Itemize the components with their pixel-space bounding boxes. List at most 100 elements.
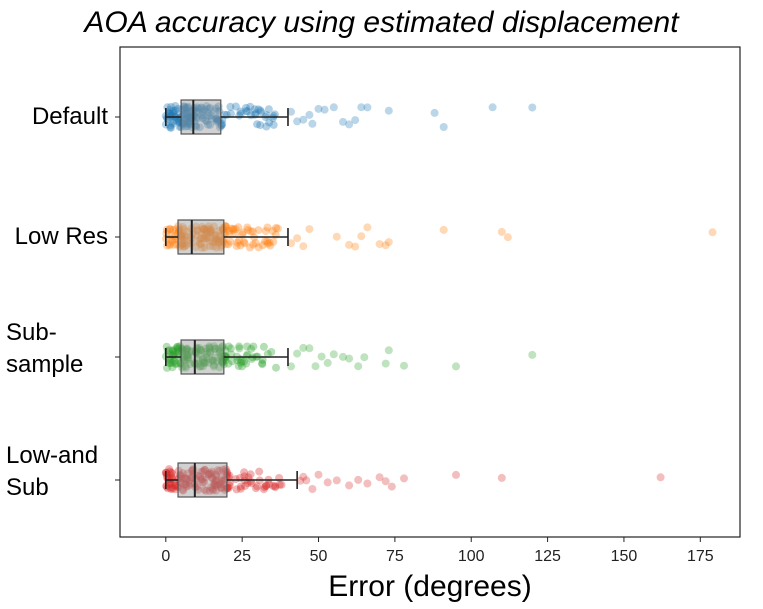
- data-point: [166, 479, 175, 488]
- data-point: [218, 465, 227, 474]
- category-label-low-and-sub: Low-and Sub: [6, 440, 98, 504]
- data-point: [248, 227, 257, 236]
- data-point: [175, 342, 184, 351]
- outlier-point: [488, 103, 497, 112]
- data-point: [199, 467, 208, 476]
- data-point: [174, 466, 183, 475]
- data-point: [231, 102, 240, 111]
- data-point: [219, 224, 227, 232]
- data-point: [193, 103, 201, 112]
- data-point: [200, 485, 209, 494]
- data-point: [202, 486, 210, 495]
- outlier-point: [503, 233, 512, 242]
- data-point: [183, 351, 192, 360]
- data-point: [217, 483, 226, 492]
- outlier-point: [332, 476, 341, 485]
- data-point: [212, 470, 220, 479]
- outlier-point: [497, 473, 506, 482]
- data-point: [196, 346, 205, 355]
- data-point: [162, 471, 171, 480]
- data-point: [207, 229, 216, 238]
- data-point: [194, 471, 203, 480]
- data-point: [182, 241, 191, 249]
- data-point: [269, 114, 277, 122]
- data-point: [181, 347, 190, 355]
- data-point: [243, 223, 252, 232]
- data-point: [269, 237, 278, 246]
- data-point: [225, 229, 234, 237]
- outlier-point: [293, 349, 302, 358]
- data-point: [214, 116, 223, 125]
- category-label-low-res: Low Res: [15, 221, 108, 253]
- data-point: [212, 107, 220, 116]
- data-point: [201, 234, 210, 243]
- outlier-point: [305, 225, 314, 234]
- data-point: [184, 481, 193, 490]
- data-point: [167, 471, 176, 480]
- data-point: [262, 122, 271, 131]
- data-point: [211, 476, 220, 485]
- data-point: [178, 239, 187, 248]
- data-point: [212, 482, 221, 491]
- data-point: [242, 351, 251, 360]
- data-point: [164, 108, 173, 117]
- outlier-point: [302, 476, 311, 485]
- outlier-point: [360, 353, 369, 362]
- data-point: [206, 348, 215, 357]
- data-point: [215, 347, 224, 356]
- data-point: [184, 102, 193, 111]
- data-point: [177, 474, 186, 483]
- outlier-point: [439, 123, 448, 131]
- data-point: [243, 479, 252, 488]
- data-point: [174, 104, 182, 113]
- data-point: [257, 108, 266, 117]
- data-point: [205, 342, 214, 351]
- data-point: [198, 222, 207, 231]
- data-point: [221, 465, 230, 473]
- outlier-point: [314, 470, 323, 479]
- outlier-point: [452, 470, 460, 479]
- data-point: [272, 224, 280, 232]
- data-point: [258, 241, 267, 250]
- data-point: [263, 223, 272, 232]
- data-point: [216, 123, 224, 132]
- data-point: [167, 103, 175, 111]
- data-point: [269, 111, 278, 120]
- data-point: [194, 104, 203, 113]
- data-point: [196, 475, 205, 484]
- data-point: [166, 225, 175, 234]
- data-point: [239, 237, 248, 246]
- data-point: [167, 475, 176, 484]
- data-point: [183, 227, 192, 236]
- data-point: [198, 356, 207, 365]
- outlier-point: [320, 105, 329, 114]
- x-tick-label: 50: [310, 548, 328, 565]
- plot-frame: [119, 46, 741, 538]
- data-point: [265, 118, 274, 127]
- data-point: [201, 116, 210, 125]
- data-point: [215, 226, 224, 235]
- data-point: [182, 363, 190, 372]
- data-point: [241, 481, 250, 490]
- data-point: [265, 238, 274, 247]
- data-point: [180, 352, 189, 361]
- outlier-point: [314, 104, 323, 113]
- data-point: [245, 243, 254, 252]
- data-point: [169, 346, 177, 355]
- data-point: [261, 227, 270, 236]
- data-point: [165, 465, 174, 474]
- data-point: [184, 353, 193, 362]
- data-point: [217, 473, 226, 482]
- data-point: [204, 237, 213, 246]
- data-point: [226, 344, 235, 353]
- data-point: [182, 482, 191, 491]
- data-point: [256, 121, 265, 130]
- data-point: [244, 225, 252, 234]
- data-point: [217, 121, 226, 130]
- data-point: [201, 226, 210, 235]
- data-point: [258, 360, 267, 369]
- data-point: [202, 102, 211, 111]
- data-point: [206, 347, 215, 356]
- data-point: [236, 109, 245, 118]
- data-point: [211, 477, 220, 486]
